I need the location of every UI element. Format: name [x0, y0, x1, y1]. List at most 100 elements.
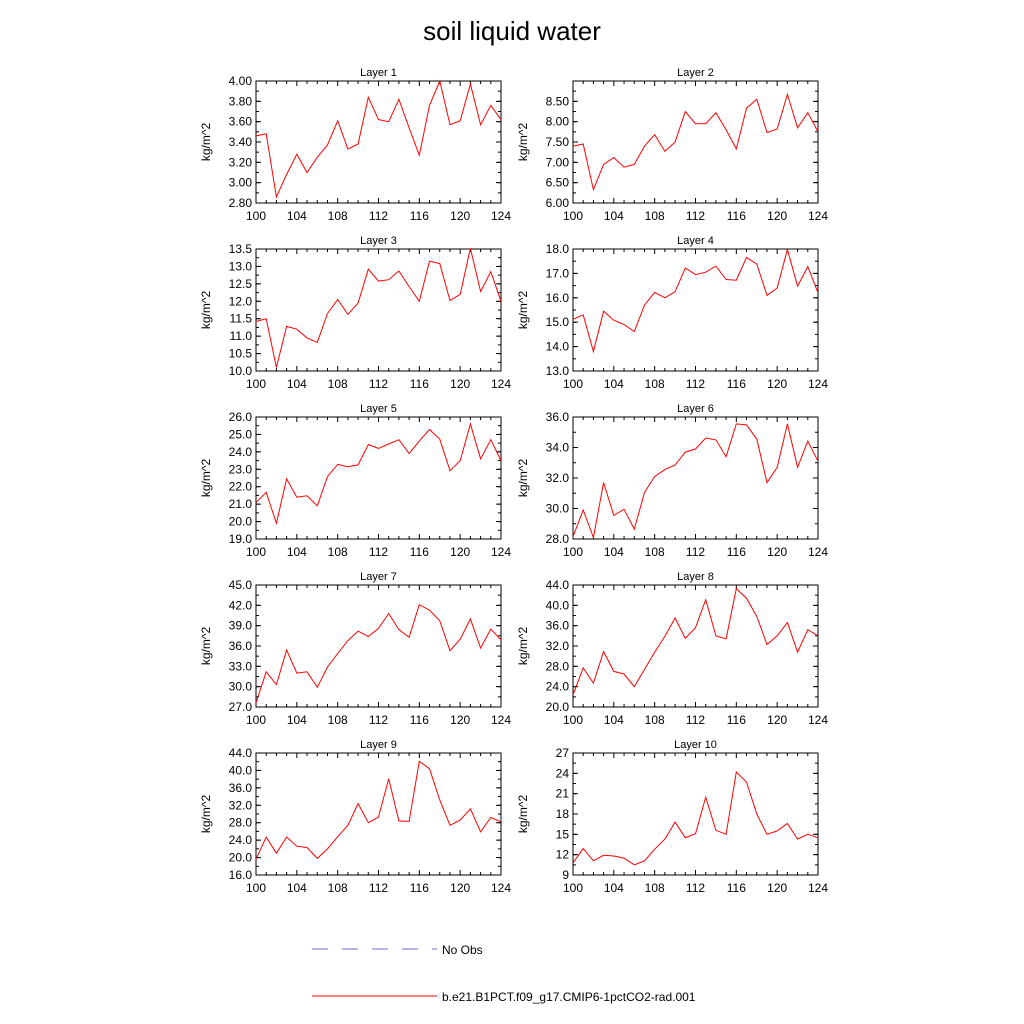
- y-tick-label: 7.50: [546, 135, 570, 149]
- x-tick-label: 116: [410, 881, 429, 895]
- x-tick-label: 116: [410, 545, 429, 559]
- y-tick-label: 34.0: [546, 441, 570, 455]
- y-tick-label: 30.0: [546, 502, 570, 516]
- y-tick-label: 40.0: [229, 763, 253, 777]
- x-tick-label: 100: [563, 377, 583, 391]
- y-tick-label: 9: [562, 868, 569, 882]
- x-tick-label: 100: [246, 713, 266, 727]
- y-tick-label: 16.0: [229, 868, 253, 882]
- y-tick-label: 13.0: [229, 259, 253, 273]
- series-line: [255, 79, 502, 199]
- x-tick-label: 124: [491, 881, 511, 895]
- chart-layer-3: Layer 3 100 104 108 112 116 120 124 10.0 10.5 11.0…: [199, 235, 511, 391]
- x-tick-label: 108: [645, 209, 665, 223]
- panel-title: Layer 8: [677, 571, 714, 583]
- x-tick-label: 112: [686, 713, 705, 727]
- y-tick-label: 13.0: [546, 364, 570, 378]
- x-tick-label: 104: [604, 713, 624, 727]
- y-tick-label: 36.0: [546, 619, 570, 633]
- y-tick-label: 19.0: [229, 532, 253, 546]
- x-tick-label: 120: [450, 545, 470, 559]
- y-tick-label: 3.40: [229, 135, 253, 149]
- y-axis-label: kg/m^2: [516, 291, 530, 330]
- x-tick-label: 108: [328, 209, 348, 223]
- y-tick-label: 18: [556, 807, 570, 821]
- legend-series-label: b.e21.B1PCT.f09_g17.CMIP6-1pctCO2-rad.00…: [442, 990, 696, 1004]
- plot-frame: [255, 584, 502, 708]
- series-line: [572, 423, 819, 540]
- y-axis-label: kg/m^2: [516, 459, 530, 498]
- y-tick-label: 12.0: [229, 294, 253, 308]
- chart-layer-4: Layer 4 100 104 108 112 116 120 124 13.0 14.0 15.0…: [516, 235, 828, 391]
- x-tick-label: 120: [767, 545, 787, 559]
- y-tick-label: 44.0: [546, 578, 570, 592]
- y-tick-label: 2.80: [229, 196, 253, 210]
- x-tick-label: 120: [450, 209, 470, 223]
- plot-frame: [572, 584, 819, 708]
- x-tick-label: 100: [563, 545, 583, 559]
- legend: No Obs b.e21.B1PCT.f09_g17.CMIP6-1pctCO2…: [312, 943, 696, 1004]
- plot-frame: [255, 752, 502, 876]
- y-tick-label: 23.0: [229, 462, 253, 476]
- panel-title: Layer 2: [677, 67, 714, 79]
- x-tick-label: 124: [808, 545, 828, 559]
- x-tick-label: 104: [287, 713, 307, 727]
- y-tick-label: 14.0: [546, 340, 570, 354]
- x-tick-label: 120: [450, 881, 470, 895]
- x-tick-label: 108: [328, 377, 348, 391]
- x-tick-label: 112: [686, 209, 705, 223]
- panel-title: Layer 6: [677, 403, 714, 415]
- x-tick-label: 112: [369, 881, 388, 895]
- y-tick-label: 32.0: [546, 639, 570, 653]
- y-tick-label: 3.80: [229, 94, 253, 108]
- x-tick-label: 104: [604, 545, 624, 559]
- x-tick-label: 100: [246, 881, 266, 895]
- y-tick-label: 12: [556, 848, 570, 862]
- x-tick-label: 120: [450, 713, 470, 727]
- y-tick-label: 24.0: [229, 445, 253, 459]
- plot-frame: [255, 416, 502, 540]
- x-tick-label: 112: [369, 209, 388, 223]
- y-tick-label: 22.0: [229, 480, 253, 494]
- y-tick-label: 13.5: [229, 242, 253, 256]
- y-axis-label: kg/m^2: [199, 459, 213, 498]
- plot-frame: [255, 248, 502, 372]
- y-tick-label: 28.0: [546, 659, 570, 673]
- x-tick-label: 120: [767, 377, 787, 391]
- series-line: [255, 422, 502, 526]
- x-tick-label: 124: [491, 545, 511, 559]
- series-line: [572, 247, 819, 354]
- panel-title: Layer 5: [360, 403, 397, 415]
- x-tick-label: 100: [563, 209, 583, 223]
- y-tick-label: 40.0: [546, 598, 570, 612]
- x-tick-label: 100: [563, 713, 583, 727]
- x-tick-label: 104: [604, 377, 624, 391]
- y-tick-label: 36.0: [229, 781, 253, 795]
- y-tick-label: 24.0: [546, 680, 570, 694]
- panel-title: Layer 9: [360, 739, 397, 751]
- x-tick-label: 104: [287, 881, 307, 895]
- chart-layer-5: Layer 5 100 104 108 112 116 120 124 19.0 20.0 21.0…: [199, 403, 511, 559]
- y-tick-label: 7.00: [546, 155, 570, 169]
- y-tick-label: 3.20: [229, 155, 253, 169]
- x-tick-label: 108: [328, 713, 348, 727]
- y-tick-label: 10.5: [229, 347, 253, 361]
- y-tick-label: 3.00: [229, 176, 253, 190]
- x-tick-label: 116: [727, 713, 746, 727]
- panel-title: Layer 10: [674, 739, 717, 751]
- y-tick-label: 27.0: [229, 700, 253, 714]
- panel-title: Layer 3: [360, 235, 397, 247]
- legend-no-obs-label: No Obs: [442, 943, 483, 957]
- x-tick-label: 112: [369, 377, 388, 391]
- y-tick-label: 30.0: [229, 680, 253, 694]
- y-tick-label: 8.50: [546, 94, 570, 108]
- x-tick-label: 120: [450, 377, 470, 391]
- chart-layer-1: Layer 1 100 104 108 112 116 120 124 2.80 3.00 3.20…: [199, 67, 511, 223]
- plot-frame: [572, 248, 819, 372]
- x-tick-label: 108: [645, 713, 665, 727]
- x-tick-label: 124: [491, 209, 511, 223]
- y-tick-label: 26.0: [229, 410, 253, 424]
- y-tick-label: 20.0: [229, 515, 253, 529]
- x-tick-label: 100: [246, 209, 266, 223]
